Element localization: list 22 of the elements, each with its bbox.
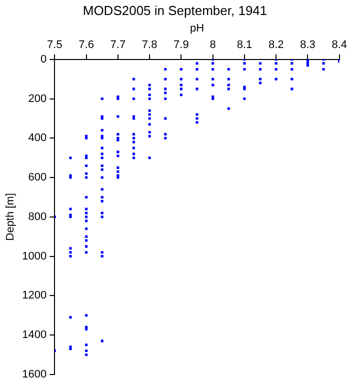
y-axis-title: Depth [m] — [4, 193, 17, 241]
y-tick-label: 800 — [28, 210, 47, 223]
y-tick-label: 400 — [28, 132, 47, 144]
y-tick-label: 1600 — [22, 368, 47, 380]
y-tick-label: 1200 — [22, 290, 47, 302]
y-tick-label: 600 — [28, 172, 47, 184]
y-tick-label: 1400 — [22, 329, 47, 342]
y-tick-label: 0 — [40, 53, 47, 66]
x-tick-label: 7.7 — [110, 38, 126, 51]
x-tick-label: 7.9 — [174, 38, 189, 51]
x-tick-label: 7.6 — [78, 38, 94, 51]
x-tick-label: 7.8 — [142, 38, 158, 51]
y-tick-label: 1000 — [22, 250, 47, 262]
x-tick-label: 8.3 — [300, 38, 316, 51]
x-tick-label: 7.5 — [47, 38, 62, 51]
x-axis-title: pH — [190, 22, 204, 35]
chart-title: MODS2005 in September, 1941 — [82, 2, 268, 20]
x-tick-label: 8 — [210, 38, 216, 51]
x-tick-label: 8.4 — [332, 38, 348, 51]
x-tick-label: 8.1 — [236, 38, 252, 51]
x-tick-label: 8.2 — [268, 38, 284, 51]
y-tick-label: 200 — [28, 92, 47, 105]
